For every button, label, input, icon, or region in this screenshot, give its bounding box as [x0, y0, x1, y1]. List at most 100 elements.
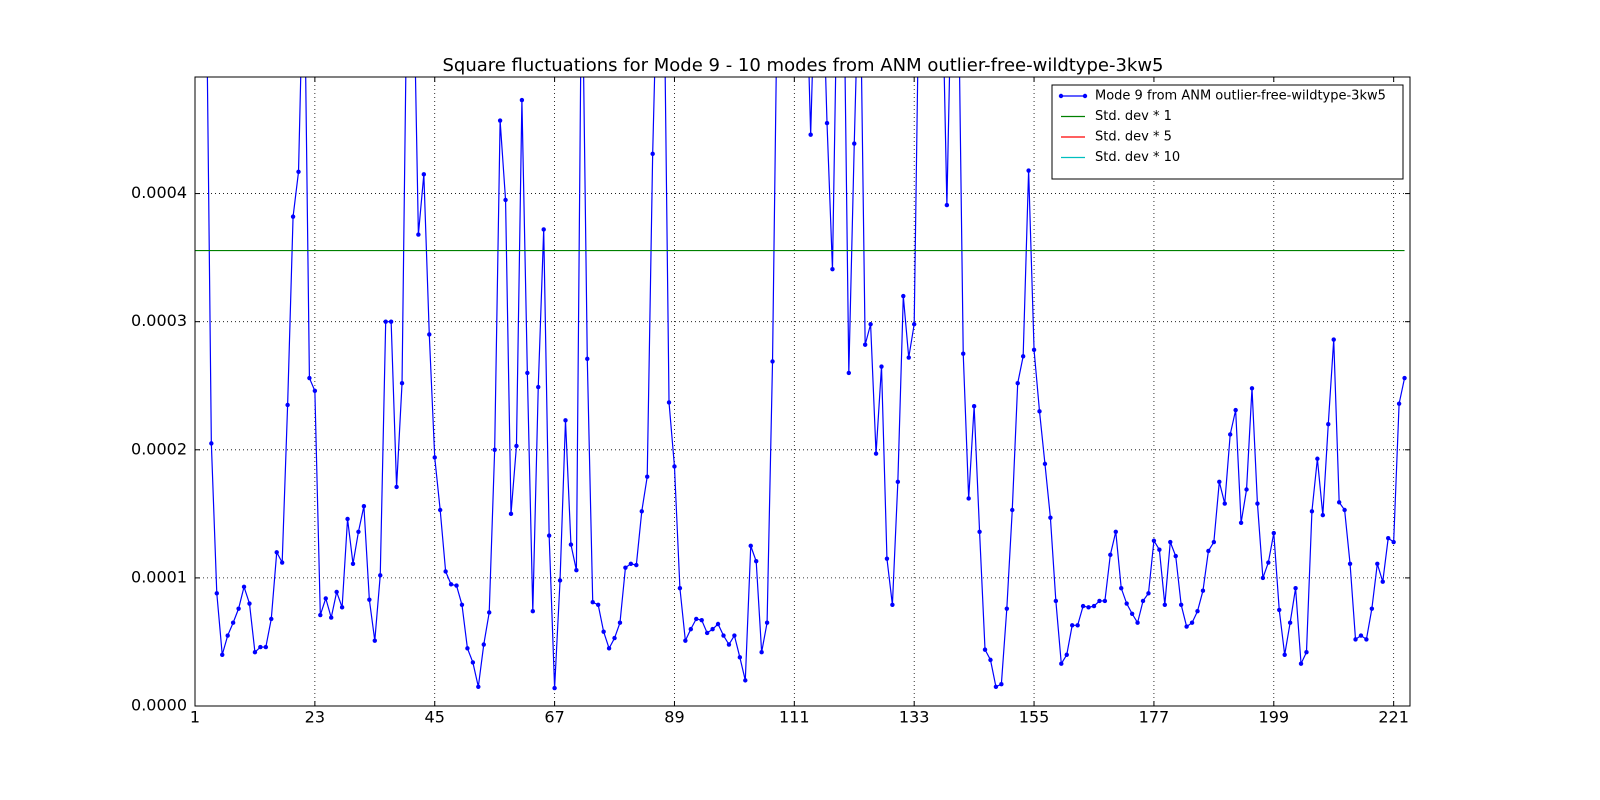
point	[895, 479, 901, 485]
point	[454, 583, 459, 588]
x-tick-label: 199	[1259, 708, 1290, 727]
point	[639, 509, 644, 514]
point	[279, 560, 285, 565]
point	[1320, 512, 1326, 518]
plot-area	[195, 77, 1407, 691]
point	[1402, 375, 1407, 381]
point	[606, 646, 612, 651]
point	[1010, 507, 1015, 513]
point	[1053, 598, 1059, 604]
point	[1140, 598, 1146, 604]
point	[546, 533, 552, 538]
point	[1282, 652, 1287, 657]
legend-box	[1051, 84, 1404, 180]
point	[541, 227, 546, 232]
point	[323, 596, 328, 601]
point	[1026, 168, 1031, 173]
point	[993, 684, 999, 689]
point	[1102, 598, 1108, 604]
point	[1304, 649, 1309, 655]
y-tick-label: 0.0004	[131, 183, 187, 202]
point	[1249, 386, 1255, 391]
point	[1059, 661, 1064, 666]
point	[683, 638, 688, 643]
point	[557, 578, 563, 583]
point	[1168, 539, 1173, 545]
point	[1266, 560, 1271, 565]
point	[1244, 487, 1249, 492]
point	[1086, 605, 1091, 610]
point	[476, 684, 481, 689]
point	[982, 647, 988, 652]
point	[1391, 539, 1396, 545]
point	[1113, 529, 1118, 534]
point	[645, 474, 650, 479]
point	[721, 633, 726, 638]
point	[1222, 501, 1227, 506]
point	[241, 584, 247, 590]
point	[737, 655, 743, 660]
point	[220, 652, 225, 657]
point	[427, 332, 432, 337]
y-tick-label: 0.0003	[131, 311, 187, 330]
x-tick-label: 155	[1019, 708, 1050, 727]
point	[634, 562, 639, 568]
point	[290, 214, 296, 219]
point	[487, 610, 492, 615]
x-tick-label: 1	[190, 708, 200, 727]
point	[225, 633, 230, 638]
point	[617, 620, 623, 625]
point	[1277, 607, 1282, 613]
point	[672, 464, 677, 469]
point	[1217, 479, 1222, 485]
point	[1238, 520, 1244, 526]
point	[1151, 538, 1157, 543]
point	[536, 384, 541, 390]
point	[296, 169, 301, 174]
point	[574, 568, 579, 573]
point	[1195, 609, 1200, 614]
point	[694, 616, 699, 622]
x-tick-label: 89	[664, 708, 684, 727]
point	[759, 649, 764, 655]
point	[399, 380, 405, 386]
point	[884, 556, 890, 561]
point	[1048, 515, 1053, 520]
point	[503, 197, 508, 203]
point	[704, 630, 710, 636]
point	[285, 402, 290, 408]
point	[595, 602, 601, 607]
point	[1097, 598, 1102, 604]
point	[688, 626, 694, 632]
point	[470, 660, 476, 665]
point	[1396, 401, 1402, 406]
point	[743, 678, 748, 683]
point	[1157, 547, 1162, 552]
x-tick-label: 221	[1378, 708, 1409, 727]
point	[383, 319, 388, 324]
point	[1091, 603, 1097, 609]
point	[901, 293, 906, 299]
point	[1255, 501, 1260, 506]
chart-title: Square fluctuations for Mode 9 - 10 mode…	[442, 55, 1163, 76]
point	[977, 529, 982, 534]
y-tick-label: 0.0001	[131, 567, 187, 586]
point	[492, 447, 497, 452]
point	[1189, 620, 1195, 625]
point	[437, 507, 443, 513]
point	[1146, 591, 1151, 596]
point	[432, 455, 437, 460]
point	[1364, 637, 1369, 642]
point	[770, 359, 775, 364]
y-tick-label: 0.0000	[131, 696, 187, 715]
point	[1042, 461, 1048, 467]
point	[726, 642, 732, 647]
axes: 1 23 45 67 89 111 133 155 177 199 221 0.0000 0.0001 0…	[131, 77, 1410, 727]
point	[601, 629, 606, 634]
point	[318, 612, 323, 618]
x-tick-label: 177	[1139, 708, 1170, 727]
point	[879, 364, 884, 369]
point	[459, 602, 465, 607]
point	[568, 542, 574, 547]
